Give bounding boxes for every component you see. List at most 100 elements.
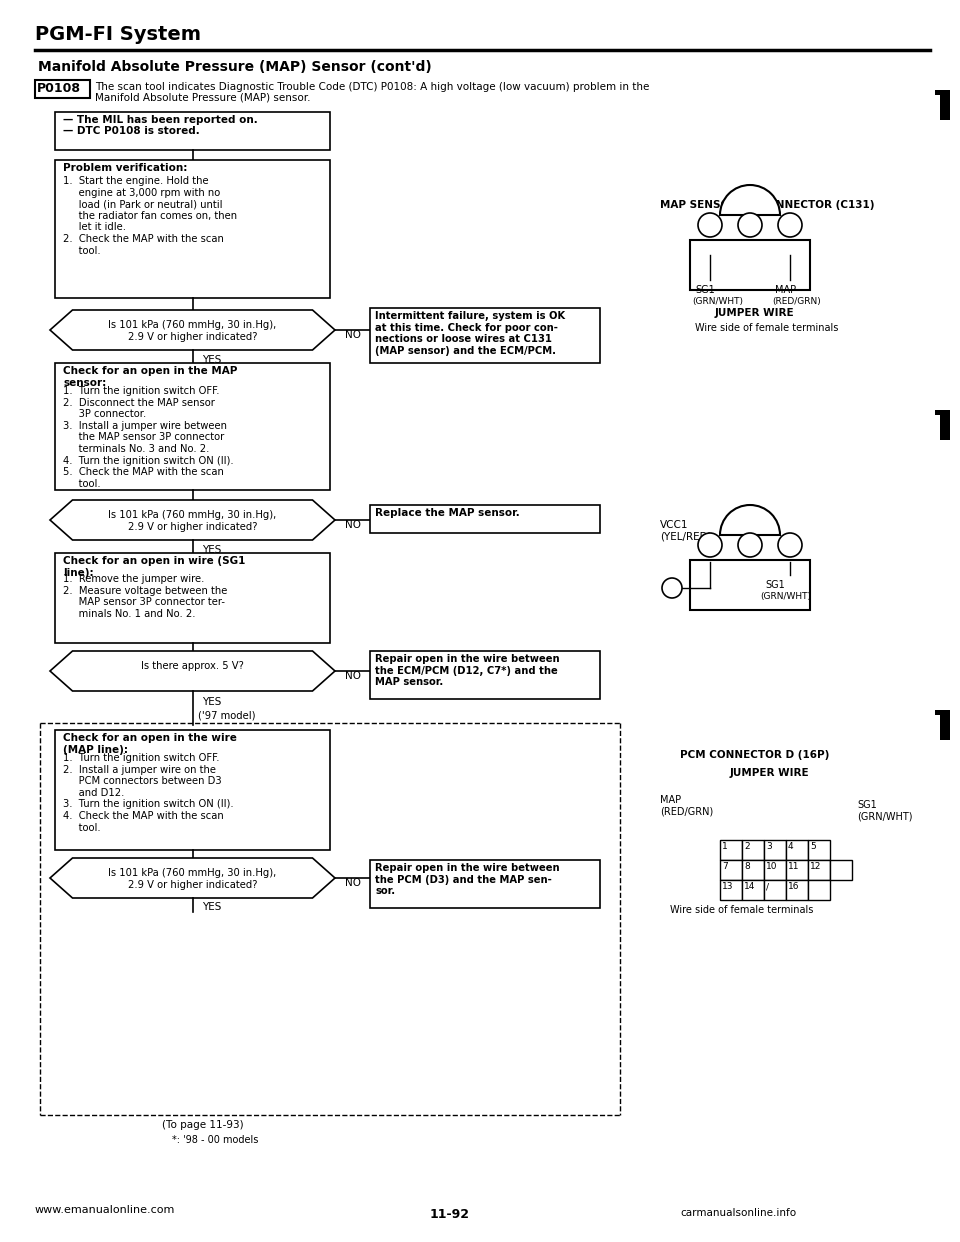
Text: 3: 3 <box>786 535 794 545</box>
Text: — The MIL has been reported on.: — The MIL has been reported on. <box>63 116 257 125</box>
Text: Check for an open in the MAP
sensor:: Check for an open in the MAP sensor: <box>63 366 237 388</box>
Text: 1.  Remove the jumper wire.
2.  Measure voltage between the
     MAP sensor 3P c: 1. Remove the jumper wire. 2. Measure vo… <box>63 574 228 619</box>
Wedge shape <box>720 185 780 215</box>
Circle shape <box>698 533 722 556</box>
Text: 1.  Turn the ignition switch OFF.
2.  Disconnect the MAP sensor
     3P connecto: 1. Turn the ignition switch OFF. 2. Disc… <box>63 386 233 489</box>
Text: MAP: MAP <box>775 284 796 296</box>
FancyBboxPatch shape <box>830 859 852 881</box>
Text: Wire side of female terminals: Wire side of female terminals <box>695 323 838 333</box>
Text: YES: YES <box>203 355 222 365</box>
FancyBboxPatch shape <box>742 859 764 881</box>
Polygon shape <box>935 410 950 440</box>
Text: 1: 1 <box>707 535 713 545</box>
Text: Check for an open in wire (SG1
line):: Check for an open in wire (SG1 line): <box>63 556 246 578</box>
Text: 2: 2 <box>747 535 754 545</box>
FancyBboxPatch shape <box>35 79 90 98</box>
Text: The scan tool indicates Diagnostic Trouble Code (DTC) P0108: A high voltage (low: The scan tool indicates Diagnostic Troub… <box>95 82 649 92</box>
Text: Repair open in the wire between
the ECM/PCM (D12, C7*) and the
MAP sensor.: Repair open in the wire between the ECM/… <box>375 655 560 687</box>
Polygon shape <box>50 858 335 898</box>
Text: JUMPER WIRE: JUMPER WIRE <box>715 308 795 318</box>
Text: 11: 11 <box>788 862 800 871</box>
Text: (To page 11-93): (To page 11-93) <box>162 1120 244 1130</box>
Text: Is 101 kPa (760 mmHg, 30 in.Hg),
2.9 V or higher indicated?: Is 101 kPa (760 mmHg, 30 in.Hg), 2.9 V o… <box>108 510 276 532</box>
Text: YES: YES <box>203 902 222 912</box>
Text: (GRN/WHT): (GRN/WHT) <box>760 592 811 601</box>
FancyBboxPatch shape <box>742 881 764 900</box>
Text: SG1: SG1 <box>765 580 784 590</box>
Text: 10: 10 <box>766 862 778 871</box>
FancyBboxPatch shape <box>370 651 600 699</box>
Text: www.emanualonline.com: www.emanualonline.com <box>35 1205 176 1215</box>
Text: Intermittent failure, system is OK
at this time. Check for poor con-
nections or: Intermittent failure, system is OK at th… <box>375 310 565 355</box>
Text: NO: NO <box>345 520 361 530</box>
Text: V: V <box>669 579 675 589</box>
Text: Check for an open in the wire
(MAP line):: Check for an open in the wire (MAP line)… <box>63 733 237 755</box>
Text: *: '98 - 00 models: *: '98 - 00 models <box>173 1135 259 1145</box>
Circle shape <box>778 533 802 556</box>
FancyBboxPatch shape <box>55 363 330 491</box>
Polygon shape <box>50 310 335 350</box>
Polygon shape <box>935 89 950 120</box>
Text: 13: 13 <box>722 882 733 891</box>
Wedge shape <box>720 505 780 535</box>
Text: Is there approx. 5 V?: Is there approx. 5 V? <box>141 661 244 671</box>
Text: NO: NO <box>345 878 361 888</box>
Text: SG1: SG1 <box>695 284 715 296</box>
Text: Wire side of female terminals: Wire side of female terminals <box>670 905 813 915</box>
Text: Is 101 kPa (760 mmHg, 30 in.Hg),
2.9 V or higher indicated?: Is 101 kPa (760 mmHg, 30 in.Hg), 2.9 V o… <box>108 868 276 889</box>
Circle shape <box>778 212 802 237</box>
Text: ('97 model): ('97 model) <box>198 710 255 720</box>
Text: carmanualsonline.info: carmanualsonline.info <box>680 1208 796 1218</box>
FancyBboxPatch shape <box>55 160 330 298</box>
Text: /: / <box>766 882 769 891</box>
Polygon shape <box>935 710 950 740</box>
Text: 1: 1 <box>707 215 713 225</box>
Text: 7: 7 <box>722 862 728 871</box>
Text: 14: 14 <box>744 882 756 891</box>
Text: 1.  Turn the ignition switch OFF.
2.  Install a jumper wire on the
     PCM conn: 1. Turn the ignition switch OFF. 2. Inst… <box>63 753 233 832</box>
Text: 5: 5 <box>810 842 816 851</box>
FancyBboxPatch shape <box>370 308 600 363</box>
Text: MAP
(RED/GRN): MAP (RED/GRN) <box>660 795 713 816</box>
Circle shape <box>698 212 722 237</box>
Text: NO: NO <box>345 330 361 340</box>
Text: 16: 16 <box>788 882 800 891</box>
Text: 1.  Start the engine. Hold the
     engine at 3,000 rpm with no
     load (in Pa: 1. Start the engine. Hold the engine at … <box>63 176 237 256</box>
FancyBboxPatch shape <box>55 553 330 643</box>
Text: 3: 3 <box>786 215 794 225</box>
Text: Manifold Absolute Pressure (MAP) sensor.: Manifold Absolute Pressure (MAP) sensor. <box>95 93 310 103</box>
FancyBboxPatch shape <box>720 840 742 859</box>
Text: (GRN/WHT): (GRN/WHT) <box>692 297 743 306</box>
FancyBboxPatch shape <box>370 505 600 533</box>
Text: YES: YES <box>203 545 222 555</box>
Text: JUMPER WIRE: JUMPER WIRE <box>730 768 809 777</box>
Text: YES: YES <box>203 697 222 707</box>
FancyBboxPatch shape <box>764 881 786 900</box>
Polygon shape <box>50 501 335 540</box>
Text: 8: 8 <box>744 862 750 871</box>
Text: SG1
(GRN/WHT): SG1 (GRN/WHT) <box>857 800 913 822</box>
Text: 12: 12 <box>810 862 822 871</box>
Text: 11-92: 11-92 <box>430 1208 470 1221</box>
FancyBboxPatch shape <box>55 730 330 850</box>
Circle shape <box>662 578 682 597</box>
Text: PCM CONNECTOR D (16P): PCM CONNECTOR D (16P) <box>680 750 829 760</box>
Text: Is 101 kPa (760 mmHg, 30 in.Hg),
2.9 V or higher indicated?: Is 101 kPa (760 mmHg, 30 in.Hg), 2.9 V o… <box>108 320 276 342</box>
Text: — DTC P0108 is stored.: — DTC P0108 is stored. <box>63 125 200 137</box>
FancyBboxPatch shape <box>808 881 830 900</box>
FancyBboxPatch shape <box>786 881 808 900</box>
Text: 2: 2 <box>747 215 754 225</box>
Text: NO: NO <box>345 671 361 681</box>
FancyBboxPatch shape <box>808 840 830 859</box>
FancyBboxPatch shape <box>690 560 810 610</box>
FancyBboxPatch shape <box>764 859 786 881</box>
Text: (RED/GRN): (RED/GRN) <box>772 297 821 306</box>
Text: 2: 2 <box>744 842 750 851</box>
Text: MAP SENSOR 3P CONNECTOR (C131): MAP SENSOR 3P CONNECTOR (C131) <box>660 200 875 210</box>
Text: 1: 1 <box>722 842 728 851</box>
FancyBboxPatch shape <box>742 840 764 859</box>
FancyBboxPatch shape <box>808 859 830 881</box>
FancyBboxPatch shape <box>55 112 330 150</box>
Text: Replace the MAP sensor.: Replace the MAP sensor. <box>375 508 519 518</box>
Text: VCC1
(YEL/RED): VCC1 (YEL/RED) <box>660 520 711 542</box>
